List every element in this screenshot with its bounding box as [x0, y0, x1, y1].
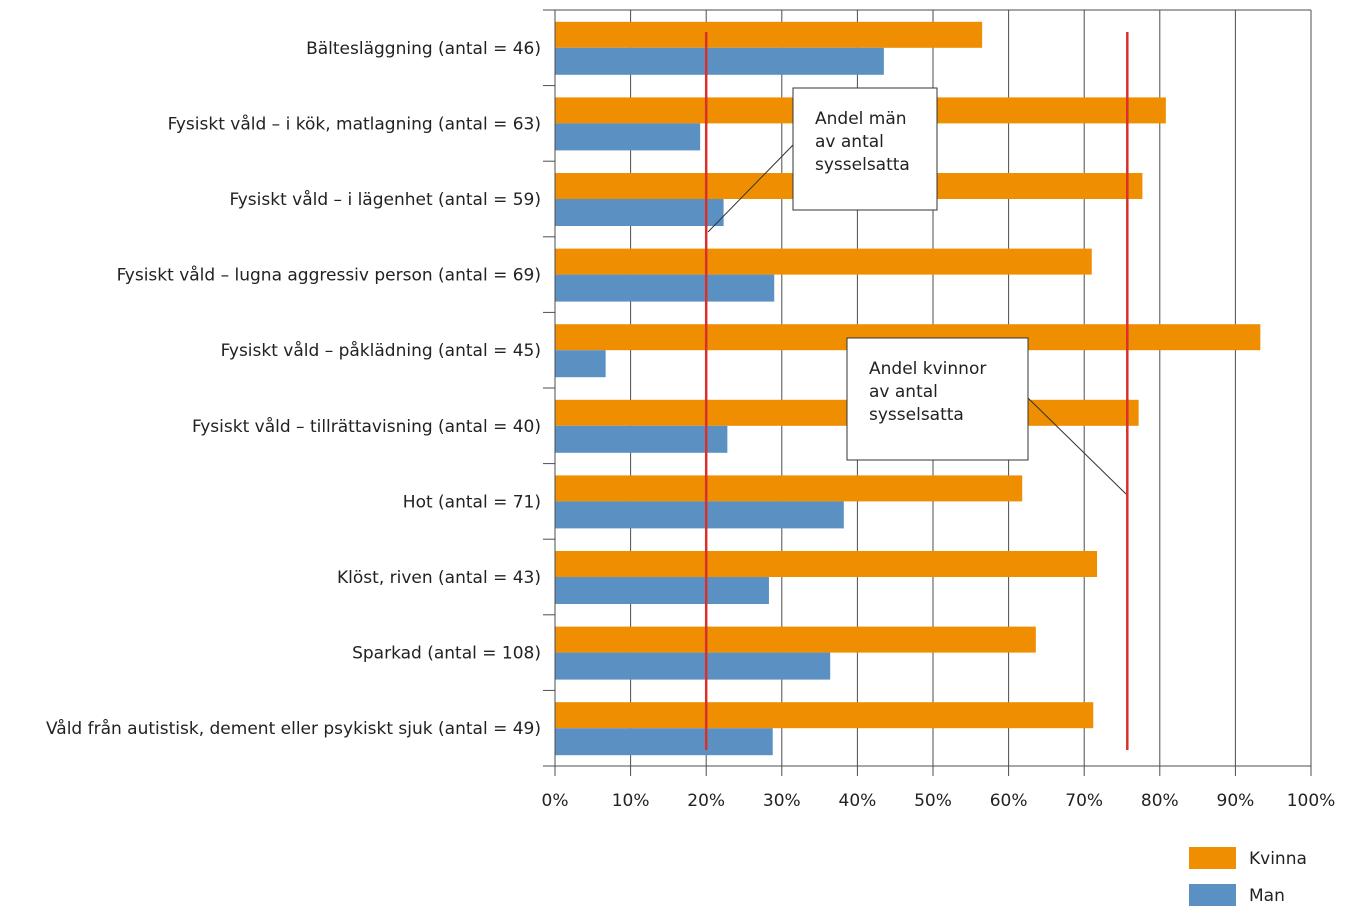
annotation-kvinna-leader — [1027, 397, 1127, 495]
x-tick-label: 50% — [914, 791, 952, 811]
annotation-kvinna-box — [846, 337, 1029, 461]
x-tick-label: 30% — [763, 791, 801, 811]
annotation-kvinna-text: Andel kvinnor — [869, 359, 986, 379]
bar-man — [555, 652, 831, 680]
annotation-man-leader — [707, 144, 794, 233]
bar-kvinna — [555, 626, 1036, 653]
legend-kvinna-swatch — [1189, 847, 1236, 869]
x-tick-label: 80% — [1141, 791, 1179, 811]
category-label: Våld från autistisk, dement eller psykis… — [46, 718, 541, 739]
x-tick-label: 40% — [839, 791, 877, 811]
category-label: Fysiskt våld – tillrättavisning (antal =… — [192, 416, 541, 437]
category-label: Fysiskt våld – i lägenhet (antal = 59) — [230, 189, 541, 210]
legend-man-label: Man — [1249, 886, 1285, 906]
bar-kvinna — [555, 248, 1092, 275]
bar-kvinna — [555, 551, 1098, 577]
category-label: Fysiskt våld – lugna aggressiv person (a… — [117, 265, 541, 286]
bar-man — [555, 350, 606, 378]
x-tick-label: 20% — [687, 791, 725, 811]
x-tick-label: 90% — [1217, 791, 1255, 811]
bar-man — [555, 425, 728, 453]
category-label: Klöst, riven (antal = 43) — [337, 568, 541, 588]
category-label: Hot (antal = 71) — [403, 492, 541, 512]
category-label: Sparkad (antal = 108) — [352, 644, 541, 664]
x-tick-label: 70% — [1065, 791, 1103, 811]
bar-man — [555, 728, 773, 756]
category-label: Bältesläggning (antal = 46) — [306, 39, 541, 59]
category-label: Fysiskt våld – påklädning (antal = 45) — [221, 340, 541, 361]
category-label: Fysiskt våld – i kök, matlagning (antal … — [168, 113, 541, 134]
bar-man — [555, 274, 775, 302]
bar-kvinna — [555, 702, 1094, 729]
legend-kvinna-label: Kvinna — [1249, 849, 1307, 869]
annotation-man-text: av antal — [815, 132, 884, 152]
legend-man-swatch — [1189, 884, 1236, 906]
x-tick-label: 60% — [990, 791, 1028, 811]
x-tick-label: 10% — [612, 791, 650, 811]
x-tick-label: 100% — [1287, 791, 1336, 811]
bar-kvinna — [555, 475, 1023, 502]
annotation-kvinna-text: sysselsatta — [869, 405, 964, 425]
bar-kvinna — [555, 21, 983, 48]
annotation-kvinna-text: av antal — [869, 382, 938, 402]
bar-man — [555, 47, 884, 75]
bar-man — [555, 501, 844, 529]
annotation-man-text: sysselsatta — [815, 155, 910, 175]
bar-man — [555, 199, 724, 226]
bar-man — [555, 123, 701, 151]
annotation-man-box — [792, 87, 938, 211]
bar-man — [555, 577, 769, 604]
annotation-man-text: Andel män — [815, 109, 907, 129]
x-tick-label: 0% — [542, 791, 569, 811]
